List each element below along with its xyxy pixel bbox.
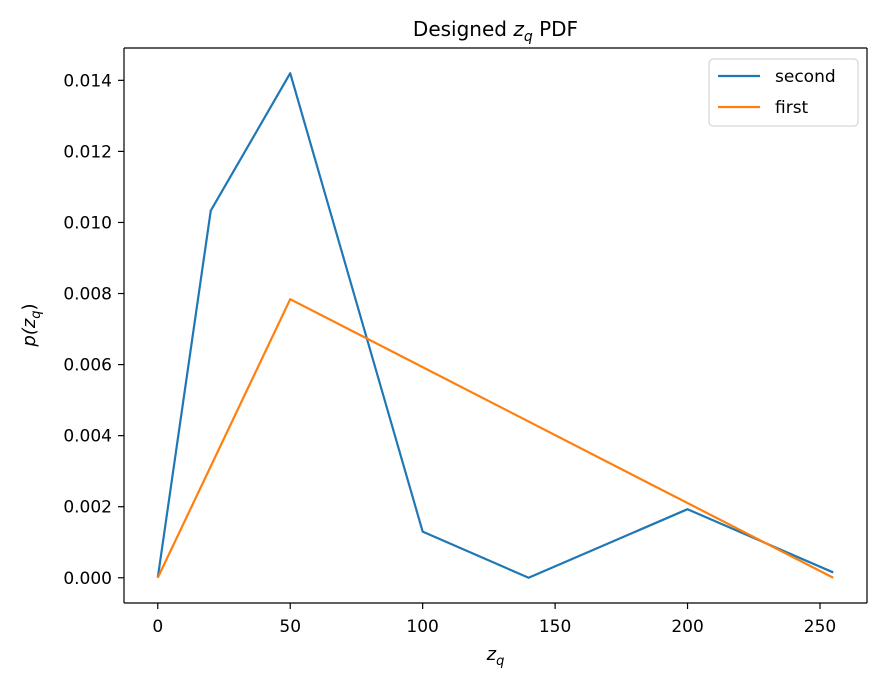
x-tick-label: 50 (279, 617, 301, 637)
y-axis-label: p(zq) (19, 303, 44, 347)
y-tick-label: 0.012 (63, 142, 112, 162)
legend-label-second: second (775, 67, 836, 87)
y-tick-label: 0.006 (63, 356, 112, 376)
y-tick-label: 0.000 (63, 569, 112, 589)
x-axis-ticks: 0 50 100 150 200 250 (152, 603, 836, 637)
legend-label-first: first (775, 98, 809, 118)
y-tick-label: 0.004 (63, 427, 112, 447)
series-layer (156, 72, 834, 579)
x-tick-label: 100 (406, 617, 438, 637)
x-tick-label: 200 (671, 617, 703, 637)
x-tick-label: 150 (539, 617, 571, 637)
y-tick-label: 0.002 (63, 498, 112, 518)
legend: second first (708, 58, 859, 127)
axes-frame (123, 47, 868, 604)
chart-title: Designed zq PDF (413, 17, 578, 45)
y-tick-label: 0.008 (63, 285, 112, 305)
series-line-first (156, 298, 834, 579)
plot-area (124, 48, 867, 603)
x-tick-label: 0 (152, 617, 163, 637)
x-tick-label: 250 (804, 617, 836, 637)
y-axis-ticks: 0.000 0.002 0.004 0.006 0.008 0.010 0.012 0.014 (63, 71, 124, 589)
y-tick-label: 0.014 (63, 71, 112, 91)
series-line-second (156, 72, 834, 579)
y-tick-label: 0.010 (63, 213, 112, 233)
x-axis-label: zq (486, 644, 505, 669)
